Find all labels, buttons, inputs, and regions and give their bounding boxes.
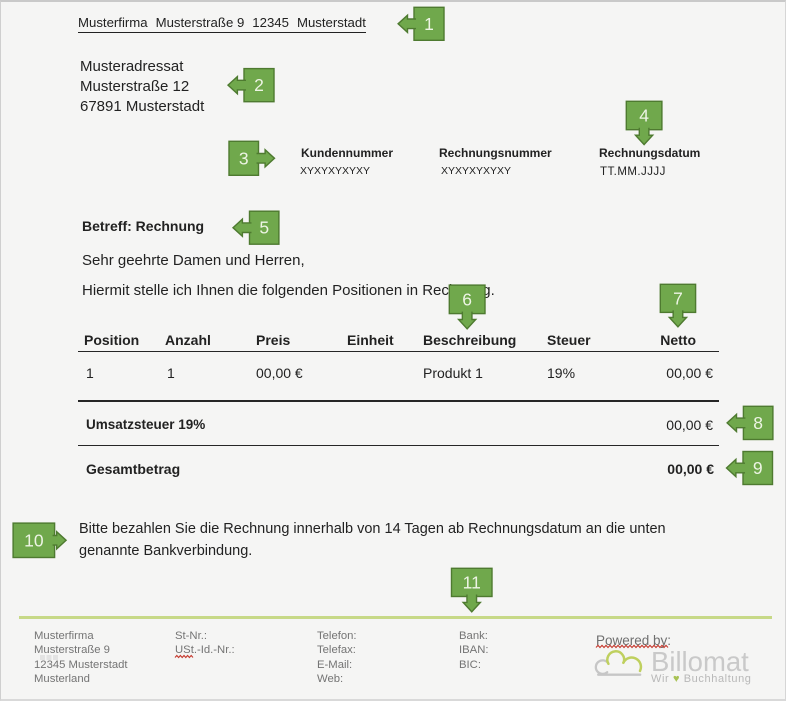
svg-text:1: 1 (424, 14, 434, 34)
svg-text:2: 2 (254, 75, 264, 95)
svg-text:8: 8 (753, 413, 763, 433)
svg-text:9: 9 (753, 458, 763, 478)
svg-text:3: 3 (239, 148, 249, 168)
svg-text:11: 11 (463, 572, 481, 592)
svg-text:5: 5 (259, 218, 269, 238)
svg-text:4: 4 (639, 106, 649, 126)
svg-text:6: 6 (462, 289, 472, 309)
svg-text:10: 10 (24, 530, 44, 550)
svg-text:7: 7 (673, 288, 683, 308)
